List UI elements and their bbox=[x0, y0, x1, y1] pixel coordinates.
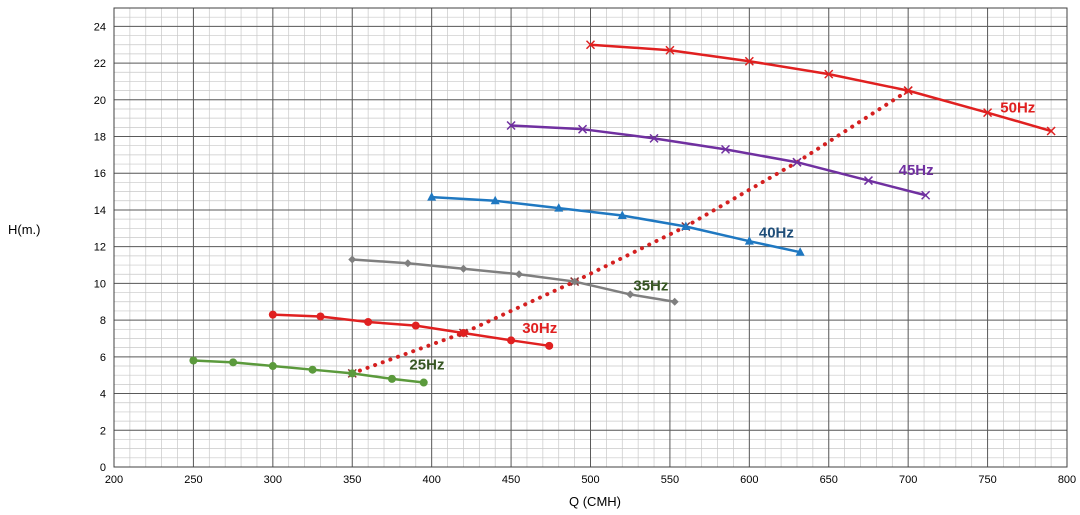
x-tick-label: 400 bbox=[422, 474, 440, 486]
series-line bbox=[351, 258, 676, 304]
data-point bbox=[578, 124, 588, 134]
data-point bbox=[720, 144, 731, 154]
data-point bbox=[795, 247, 805, 256]
y-tick-label: 2 bbox=[100, 425, 106, 437]
data-point bbox=[459, 328, 468, 337]
y-tick-label: 0 bbox=[100, 462, 106, 474]
x-tick-label: 650 bbox=[820, 474, 838, 486]
data-point bbox=[863, 176, 873, 186]
data-point bbox=[268, 362, 277, 371]
system-curve bbox=[347, 86, 913, 378]
series-line bbox=[430, 195, 802, 254]
data-point bbox=[515, 270, 524, 279]
data-point bbox=[387, 374, 396, 383]
tick-labels: 200 250 300 350 400 450 500 550 600 650 700 750 800 0… bbox=[94, 21, 1076, 486]
x-tick-label: 200 bbox=[105, 474, 123, 486]
x-tick-label: 250 bbox=[184, 474, 202, 486]
curve-label: 35Hz bbox=[633, 278, 668, 295]
data-point bbox=[921, 190, 931, 200]
data-point bbox=[308, 365, 317, 374]
x-tick-label: 600 bbox=[740, 474, 758, 486]
y-tick-label: 16 bbox=[94, 168, 106, 180]
series-45hz bbox=[506, 120, 931, 200]
data-point bbox=[744, 56, 754, 66]
x-tick-label: 750 bbox=[978, 474, 996, 486]
y-tick-label: 12 bbox=[94, 242, 106, 254]
data-point bbox=[681, 221, 691, 230]
series-curves bbox=[189, 40, 1056, 387]
data-point bbox=[490, 195, 500, 205]
y-tick-label: 18 bbox=[94, 132, 106, 144]
curve-label: 40Hz bbox=[759, 225, 794, 242]
data-point bbox=[348, 369, 357, 378]
y-tick-label: 6 bbox=[100, 352, 106, 364]
data-point bbox=[585, 40, 596, 50]
curve-label: 45Hz bbox=[899, 162, 934, 179]
data-point bbox=[427, 192, 437, 201]
data-point bbox=[1046, 126, 1056, 136]
data-point bbox=[348, 255, 357, 264]
data-point bbox=[744, 236, 754, 245]
data-point bbox=[665, 45, 675, 55]
data-point bbox=[507, 336, 516, 345]
data-point bbox=[189, 356, 198, 365]
data-point bbox=[364, 317, 373, 326]
data-point bbox=[403, 259, 412, 268]
data-point bbox=[649, 133, 659, 143]
data-point bbox=[570, 277, 579, 286]
y-tick-label: 14 bbox=[94, 205, 106, 217]
x-tick-label: 700 bbox=[899, 474, 917, 486]
data-point bbox=[229, 358, 238, 367]
y-tick-label: 8 bbox=[100, 315, 106, 327]
x-tick-label: 450 bbox=[502, 474, 520, 486]
data-point bbox=[411, 321, 420, 330]
data-point bbox=[419, 378, 428, 387]
data-point bbox=[617, 210, 627, 219]
data-point bbox=[983, 108, 993, 118]
major-gridlines bbox=[113, 7, 1068, 468]
data-point bbox=[506, 120, 516, 131]
x-tick-label: 550 bbox=[661, 474, 679, 486]
curve-label: 30Hz bbox=[522, 320, 557, 337]
x-tick-label: 350 bbox=[343, 474, 361, 486]
data-point bbox=[670, 297, 679, 306]
data-point bbox=[554, 203, 564, 212]
system-curve-line bbox=[350, 88, 911, 376]
data-point bbox=[459, 264, 468, 273]
data-point bbox=[824, 69, 834, 79]
data-point bbox=[268, 310, 277, 319]
x-axis-label: Q (CMH) bbox=[569, 494, 621, 509]
curve-labels: 50Hz 45Hz 40Hz 35Hz 30Hz 25Hz bbox=[409, 100, 1035, 374]
data-point bbox=[792, 157, 802, 167]
data-point bbox=[545, 341, 554, 350]
y-axis-label: H(m.) bbox=[8, 222, 41, 237]
plot-frame bbox=[113, 7, 1068, 468]
curve-label: 25Hz bbox=[409, 357, 444, 374]
y-tick-label: 10 bbox=[94, 278, 106, 290]
x-tick-label: 800 bbox=[1058, 474, 1076, 486]
y-tick-label: 22 bbox=[94, 58, 106, 70]
series-25hz bbox=[189, 356, 428, 387]
x-tick-label: 300 bbox=[264, 474, 282, 486]
series-35hz bbox=[348, 255, 679, 306]
data-point bbox=[316, 312, 325, 321]
curve-label: 50Hz bbox=[1000, 100, 1035, 117]
y-tick-label: 20 bbox=[94, 95, 106, 107]
series-50hz bbox=[585, 40, 1056, 136]
y-tick-label: 4 bbox=[100, 389, 106, 401]
series-30hz bbox=[268, 310, 554, 350]
series-40hz bbox=[427, 192, 805, 256]
x-tick-label: 500 bbox=[581, 474, 599, 486]
series-line bbox=[509, 124, 927, 197]
data-point bbox=[903, 86, 913, 96]
data-point bbox=[626, 290, 635, 299]
y-tick-label: 24 bbox=[94, 21, 106, 33]
